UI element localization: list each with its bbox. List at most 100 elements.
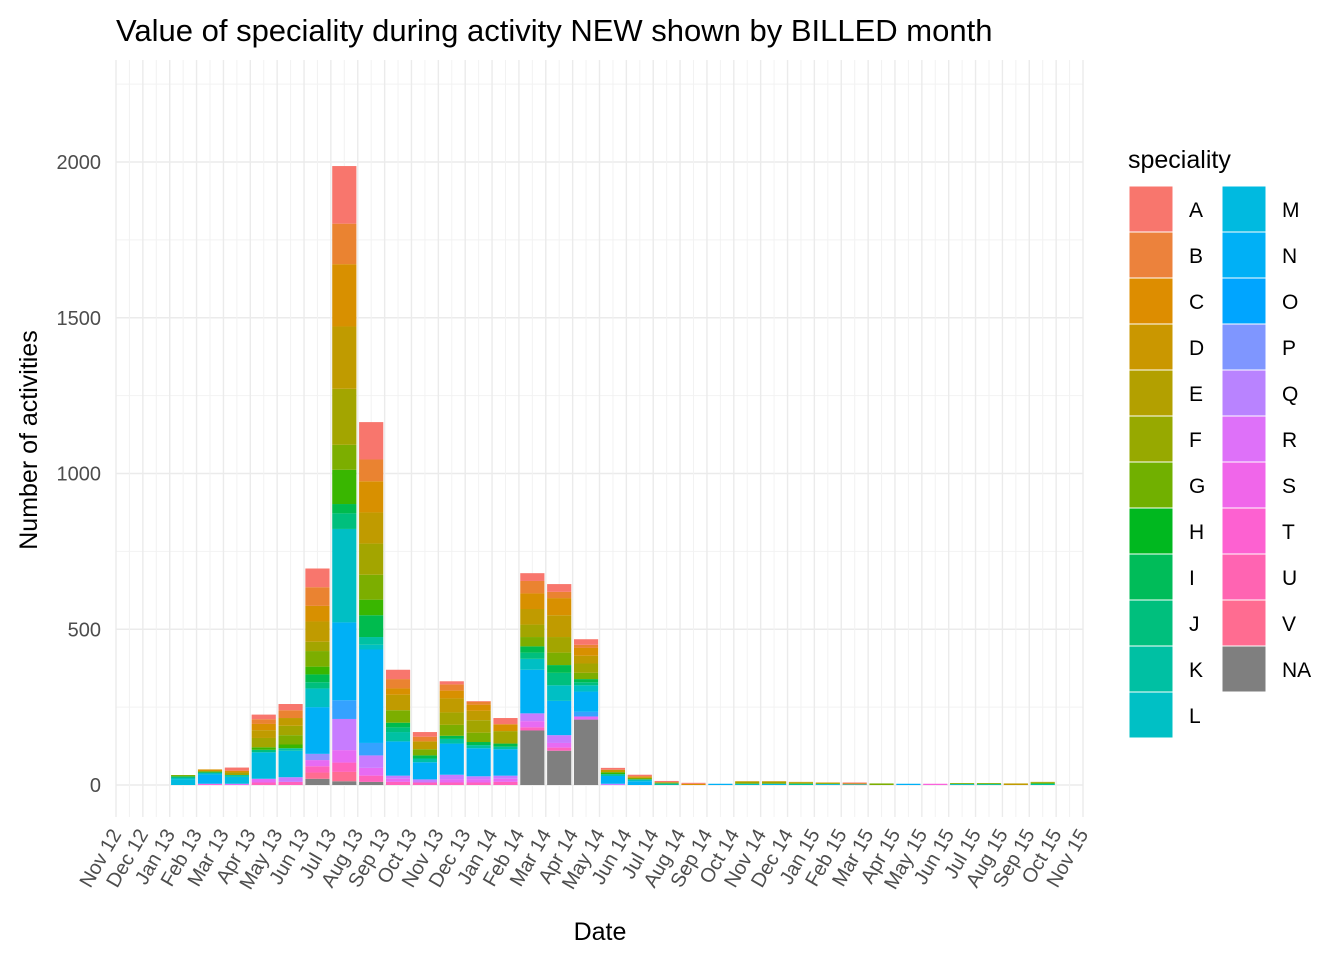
bar-segment-B-feb-14 (520, 580, 545, 594)
legend-label-d: D (1189, 337, 1204, 360)
bar-segment-P-may-13 (278, 777, 303, 782)
bar-segment-A-feb-14 (520, 573, 545, 581)
bar-segment-A-sep-13 (385, 669, 411, 680)
bar-segment-E-mar-14 (547, 637, 572, 653)
bar-segment-S-jan-14 (493, 781, 518, 785)
y-tick-label: 0 (90, 775, 101, 797)
legend-label-t: T (1282, 521, 1295, 544)
bar-segment-H-jan-13 (171, 776, 196, 778)
bar-segment-B-sep-13 (385, 679, 411, 689)
legend-label-s: S (1282, 475, 1296, 498)
legend-label-g: G (1189, 475, 1205, 498)
bar-segment-C-jan-15 (815, 782, 840, 784)
bar-segment-F-jan-15 (815, 783, 840, 785)
bar-segment-F-dec-14 (788, 782, 814, 784)
bar-segment-C-mar-13 (224, 770, 249, 773)
bar-segment-F-dec-13 (466, 732, 491, 743)
legend-label-n: N (1282, 245, 1297, 268)
bar-segment-N-aug-13 (359, 742, 384, 756)
bar-segment-A-jul-13 (332, 166, 357, 224)
bar-segment-M-jan-14 (493, 749, 518, 776)
bar-segment-H-sep-13 (385, 722, 411, 728)
legend-label-h: H (1189, 521, 1204, 544)
bar-segment-Q-apr-13 (251, 778, 276, 783)
bar-segment-H-aug-13 (359, 615, 384, 638)
bar-segment-S-sep-13 (385, 781, 411, 785)
legend-swatch-h (1128, 507, 1174, 555)
bar-segment-I-jun-13 (305, 682, 330, 689)
bar-segment-M-oct-13 (412, 762, 437, 780)
bar-segment-Q-mar-14 (547, 742, 572, 748)
bar-segment-J-dec-14 (788, 783, 814, 785)
chart-title: Value of speciality during activity NEW … (116, 13, 992, 48)
bar-segment-L-jan-13 (171, 779, 196, 785)
bar-segment-L-jan-15 (815, 784, 840, 785)
legend-label-p: P (1282, 337, 1296, 360)
bar-segment-T-jul-13 (332, 771, 357, 782)
bar-segment-G-may-14 (600, 772, 626, 775)
bar-segment-E-jul-14 (654, 782, 679, 784)
legend-swatch-n (1221, 231, 1267, 279)
bar-segment-S-oct-13 (412, 782, 437, 785)
bar-segment-D-nov-13 (439, 698, 464, 713)
bar-segment-S-apr-13 (251, 782, 276, 785)
bar-segment-M-feb-14 (520, 669, 545, 714)
bar-segment-K-jun-15 (950, 784, 975, 785)
bar-segment-G-sep-15 (1030, 782, 1055, 784)
bar-segment-L-apr-13 (251, 752, 276, 779)
bar-segment-C-nov-13 (439, 690, 464, 699)
bar-segment-F-jun-14 (627, 777, 652, 780)
bar-segment-D-dec-13 (466, 710, 491, 721)
bar-segment-M-feb-13 (197, 774, 223, 784)
bar-segment-NA-aug-13 (359, 781, 384, 785)
legend-swatch-o (1221, 277, 1267, 325)
bar-segment-S-mar-14 (547, 747, 572, 751)
bar-segment-M-may-14 (600, 775, 626, 784)
legend-label-c: C (1189, 291, 1204, 314)
bar-segment-E-dec-13 (466, 720, 491, 733)
bar-segment-H-dec-13 (466, 742, 491, 746)
bar-segment-A-jan-14 (493, 718, 518, 725)
bar-segment-NA-feb-14 (520, 730, 545, 785)
bar-segment-S-aug-13 (359, 775, 384, 782)
bar-segment-F-jun-15 (950, 783, 975, 785)
bar-segment-A-aug-13 (359, 422, 384, 460)
bar-segment-E-apr-14 (573, 663, 599, 673)
legend-label-j: J (1189, 613, 1200, 636)
bar-segment-P-oct-13 (412, 779, 437, 783)
bar-segment-Q-apr-14 (573, 716, 599, 720)
bar-segment-F-jan-13 (171, 775, 196, 777)
bar-segment-F-feb-14 (520, 637, 545, 647)
bar-segment-A-mar-13 (224, 767, 249, 771)
bar-segment-K-aug-13 (359, 644, 384, 650)
bar-segment-I-mar-14 (547, 672, 572, 686)
bar-segment-D-feb-15 (842, 783, 867, 785)
bar-segment-E-jan-14 (493, 731, 518, 744)
legend-label-r: R (1282, 429, 1297, 452)
legend-swatch-j (1128, 599, 1174, 647)
legend-swatch-e (1128, 369, 1174, 417)
gridlines (115, 60, 1084, 817)
legend-swatch-na (1221, 645, 1267, 693)
bar-segment-J-jul-15 (976, 784, 1002, 785)
bar-segment-K-jun-13 (305, 688, 330, 708)
bar-segment-M-jul-13 (332, 622, 357, 701)
bar-segment-M-jun-13 (305, 707, 330, 754)
bars-group (171, 166, 1055, 785)
bar-segment-A-dec-13 (466, 701, 491, 702)
bar-segment-H-jan-14 (493, 743, 518, 747)
bar-segment-K-jun-14 (627, 779, 652, 782)
bar-segment-J-oct-13 (412, 758, 437, 763)
bar-segment-A-mar-14 (547, 584, 572, 592)
bar-segment-Q-sep-13 (385, 778, 411, 782)
bar-segment-F-oct-14 (735, 782, 760, 784)
legend-swatch-i (1128, 553, 1174, 601)
bar-segment-R-may-15 (923, 783, 948, 785)
bar-segment-A-jul-14 (654, 780, 679, 783)
legend-label-m: M (1282, 199, 1300, 222)
bar-segment-F-may-13 (278, 735, 303, 745)
bar-segment-D-aug-13 (359, 512, 384, 544)
bar-segment-E-nov-13 (439, 712, 464, 725)
legend-label-a: A (1189, 199, 1203, 222)
